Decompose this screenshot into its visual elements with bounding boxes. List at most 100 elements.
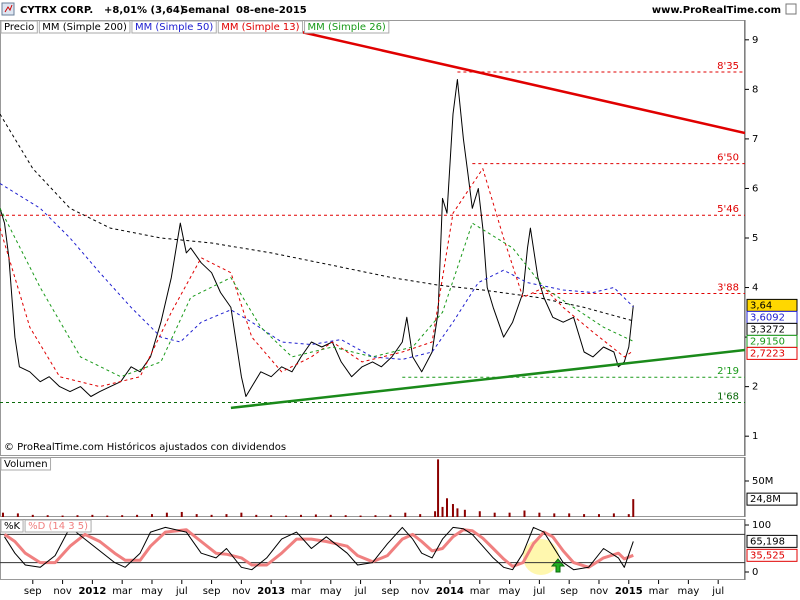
x-tick-label: nov <box>590 586 608 597</box>
volume-bar <box>404 512 407 517</box>
x-tick-label: sep <box>203 586 221 597</box>
x-tick-label: nov <box>411 586 429 597</box>
axis-value-box <box>746 548 798 562</box>
level-label: 8'35 <box>717 61 739 72</box>
menu-icon-glyph <box>4 4 13 13</box>
x-tick-label: may <box>677 586 699 597</box>
volume-bar <box>441 506 444 517</box>
x-tick-label: sep <box>382 586 400 597</box>
volume-bar <box>597 514 600 517</box>
plot-area: 8'35 6'50 5'46 3'88 2'19 1'68 <box>0 28 745 410</box>
site: www.ProRealTime.com <box>652 5 781 16</box>
x-tick-label: nov <box>53 586 71 597</box>
level-label: 3'88 <box>717 282 739 293</box>
volume-bar <box>76 515 79 517</box>
x-tick-label: 2012 <box>78 586 106 597</box>
volume-bar <box>451 504 454 517</box>
x-tick-label: jul <box>532 586 545 597</box>
volume-bar <box>583 514 586 517</box>
volume-bar <box>538 512 541 517</box>
volume-bar <box>632 499 635 517</box>
legend-entry-box <box>217 20 304 34</box>
window-button[interactable] <box>785 3 797 15</box>
level-label: 1'68 <box>717 391 739 402</box>
volume-bar <box>240 512 243 517</box>
period: Semanal <box>181 5 229 16</box>
date: 08-ene-2015 <box>236 5 307 16</box>
volume-bar <box>434 511 437 517</box>
volume-bar <box>165 512 168 517</box>
x-tick-label: 2013 <box>257 586 285 597</box>
series-line <box>4 526 634 571</box>
y-tick-label: 4 <box>752 283 758 294</box>
volume-bar <box>446 498 448 517</box>
legend-entry: MM (Simple 50) <box>135 22 213 33</box>
volume-bar <box>523 510 526 517</box>
volume-bar <box>374 515 377 517</box>
axis-value-box <box>746 534 798 548</box>
x-tick-label: jul <box>175 586 188 597</box>
y-tick-label: 8 <box>752 84 758 95</box>
legend-entry-box <box>304 20 390 34</box>
x-tick-label: mar <box>112 586 133 597</box>
note: © ProRealTime.com Históricos ajustados c… <box>4 441 286 453</box>
volume-bar <box>344 515 347 517</box>
volume-bar <box>612 513 615 517</box>
highlight <box>523 539 559 575</box>
x-tick-label: sep <box>24 586 42 597</box>
series-line <box>0 168 634 388</box>
volume-bar <box>389 514 392 517</box>
volume-bar <box>456 508 459 517</box>
trendline <box>291 28 745 135</box>
volume-bar <box>359 515 362 517</box>
level-label: 5'46 <box>717 204 739 215</box>
axis-value-label: 3,64 <box>750 300 772 311</box>
volume-bar <box>478 511 481 517</box>
volume-bar <box>553 513 556 517</box>
level-label: 2'19 <box>717 366 739 377</box>
axis-value-label: 65,198 <box>750 536 785 547</box>
axis-value-box <box>746 492 798 506</box>
trendline <box>230 348 745 410</box>
axis-value-label: 35,525 <box>750 550 785 561</box>
volume-bar <box>568 513 571 517</box>
legend-entry: %D (14 3 5) <box>28 521 88 532</box>
y-tick-label: 7 <box>752 134 758 145</box>
axis-value-label: 2,9150 <box>750 336 785 347</box>
legend-entry: %K <box>4 521 21 532</box>
x-tick-label: 2015 <box>615 586 643 597</box>
volume-bar <box>136 514 139 517</box>
legend-entry-box <box>131 20 217 34</box>
x-tick-label: sep <box>560 586 578 597</box>
volume-bar <box>255 514 258 517</box>
volume-bar <box>463 509 466 517</box>
volume-bar <box>150 514 153 517</box>
x-tick-label: jul <box>711 586 724 597</box>
legend-entry-box <box>0 519 24 533</box>
volume-bar <box>106 515 109 517</box>
volume-bar <box>493 512 496 517</box>
y-tick-label: 2 <box>752 382 758 393</box>
x-tick-label: mar <box>291 586 312 597</box>
legend-entry: Precio <box>4 22 34 33</box>
volume-bar <box>210 514 213 517</box>
series-line <box>0 208 634 378</box>
volume-bar <box>180 511 183 517</box>
volume-bar <box>31 514 34 517</box>
menu-icon[interactable] <box>1 2 15 16</box>
ticker: CYTRX CORP. <box>20 5 93 16</box>
level-label: 6'50 <box>717 153 739 164</box>
legend-entry-box <box>38 20 131 34</box>
series-line <box>3 528 634 569</box>
volume-bar <box>627 514 630 517</box>
y-tick-label: 50M <box>752 476 773 487</box>
legend-entry-box <box>0 20 38 34</box>
axis-value-box <box>746 346 798 360</box>
y-tick-label: 0 <box>752 567 758 578</box>
volume-bar <box>121 515 124 517</box>
volume-bar <box>46 515 49 517</box>
axis-value-label: 24,8M <box>750 494 781 505</box>
x-tick-label: may <box>320 586 342 597</box>
